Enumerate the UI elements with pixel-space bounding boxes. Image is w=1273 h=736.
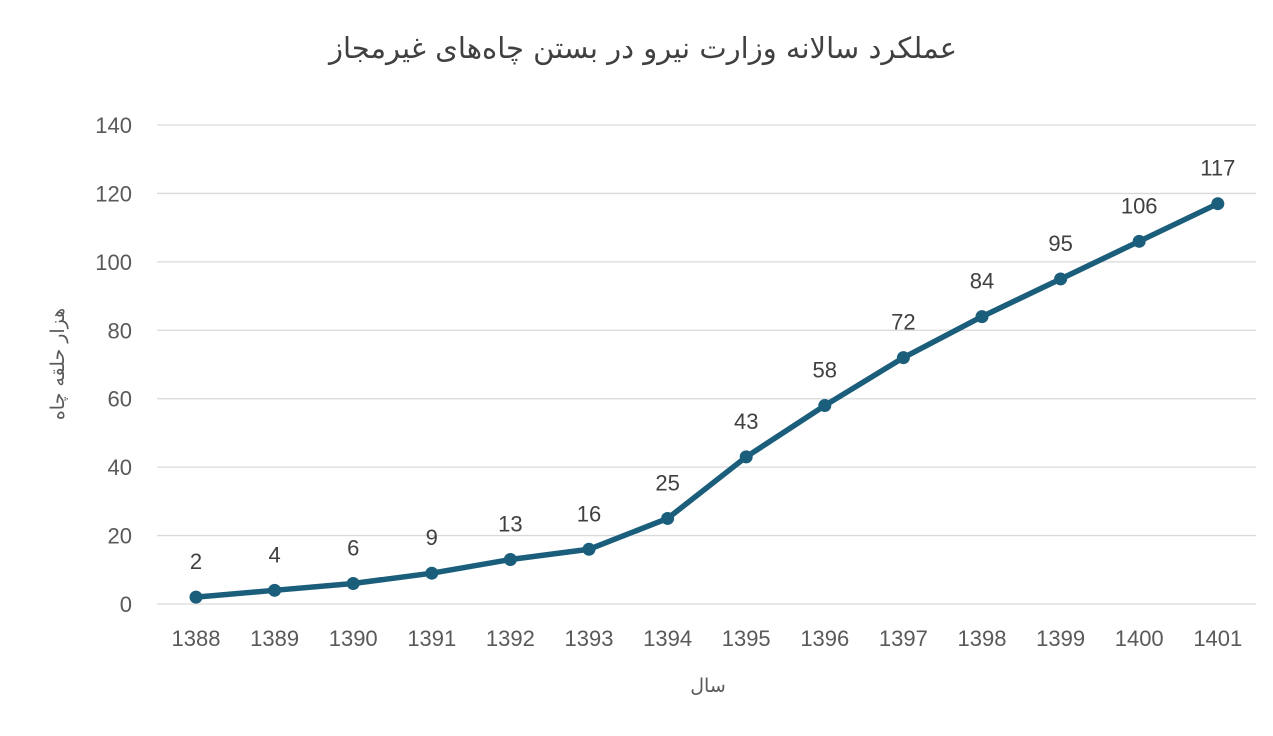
series-layer — [189, 197, 1225, 604]
data-point — [503, 553, 517, 567]
x-tick-label: 1397 — [879, 626, 928, 651]
data-point — [425, 566, 439, 580]
data-point — [582, 542, 596, 556]
data-label: 13 — [498, 512, 522, 537]
y-tick-label: 120 — [95, 181, 132, 206]
y-tick-label: 20 — [108, 524, 132, 549]
x-tick-label: 1394 — [643, 626, 692, 651]
y-tick-label: 0 — [120, 592, 132, 617]
data-point — [975, 310, 989, 324]
data-label: 2 — [190, 549, 202, 574]
y-tick-label: 140 — [95, 113, 132, 138]
data-label: 43 — [734, 409, 758, 434]
data-label: 16 — [577, 501, 601, 526]
data-point — [268, 583, 282, 597]
data-label: 106 — [1121, 193, 1158, 218]
data-label: 9 — [426, 525, 438, 550]
y-tick-label: 100 — [95, 250, 132, 275]
y-tick-label: 80 — [108, 318, 132, 343]
x-tick-label: 1396 — [800, 626, 849, 651]
gridlines — [157, 124, 1256, 605]
data-point — [739, 450, 753, 464]
y-tick-label: 60 — [108, 387, 132, 412]
x-tick-label: 1395 — [722, 626, 771, 651]
series-line — [193, 200, 1221, 600]
x-axis-ticks: 1388 1389 1390 1391 1392 1393 1394 1395 1396 1397… — [172, 626, 1243, 651]
x-tick-label: 1392 — [486, 626, 535, 651]
x-tick-label: 1391 — [407, 626, 456, 651]
data-label: 6 — [347, 535, 359, 560]
x-tick-label: 1390 — [329, 626, 378, 651]
data-label: 72 — [891, 310, 915, 335]
y-tick-label: 40 — [108, 455, 132, 480]
data-point — [1132, 234, 1146, 248]
y-axis-ticks: 0 20 40 60 80 100 120 140 — [95, 113, 132, 617]
data-point — [661, 511, 675, 525]
chart-title: عملکرد سالانه وزارت نیرو در بستن چاه‌های… — [327, 31, 957, 65]
x-tick-label: 1400 — [1115, 626, 1164, 651]
x-axis-title: سال — [690, 675, 726, 697]
data-point — [818, 399, 832, 413]
x-tick-label: 1399 — [1036, 626, 1085, 651]
x-tick-label: 1401 — [1193, 626, 1242, 651]
data-labels: 2 4 6 9 13 16 25 43 58 72 84 95 106 117 — [190, 156, 1235, 574]
data-label: 4 — [268, 542, 280, 567]
data-point — [896, 351, 910, 365]
data-label: 117 — [1200, 156, 1235, 181]
data-point — [346, 576, 360, 590]
data-label: 95 — [1048, 231, 1072, 256]
data-label: 84 — [970, 269, 994, 294]
x-tick-label: 1388 — [172, 626, 221, 651]
data-label: 58 — [813, 358, 837, 383]
data-point — [1211, 197, 1225, 211]
x-tick-label: 1398 — [958, 626, 1007, 651]
data-point — [1054, 272, 1068, 286]
x-tick-label: 1389 — [250, 626, 299, 651]
data-point — [189, 590, 203, 604]
data-label: 25 — [655, 470, 679, 495]
x-tick-label: 1393 — [565, 626, 614, 651]
y-axis-title: هزار حلقه چاه — [47, 308, 69, 420]
